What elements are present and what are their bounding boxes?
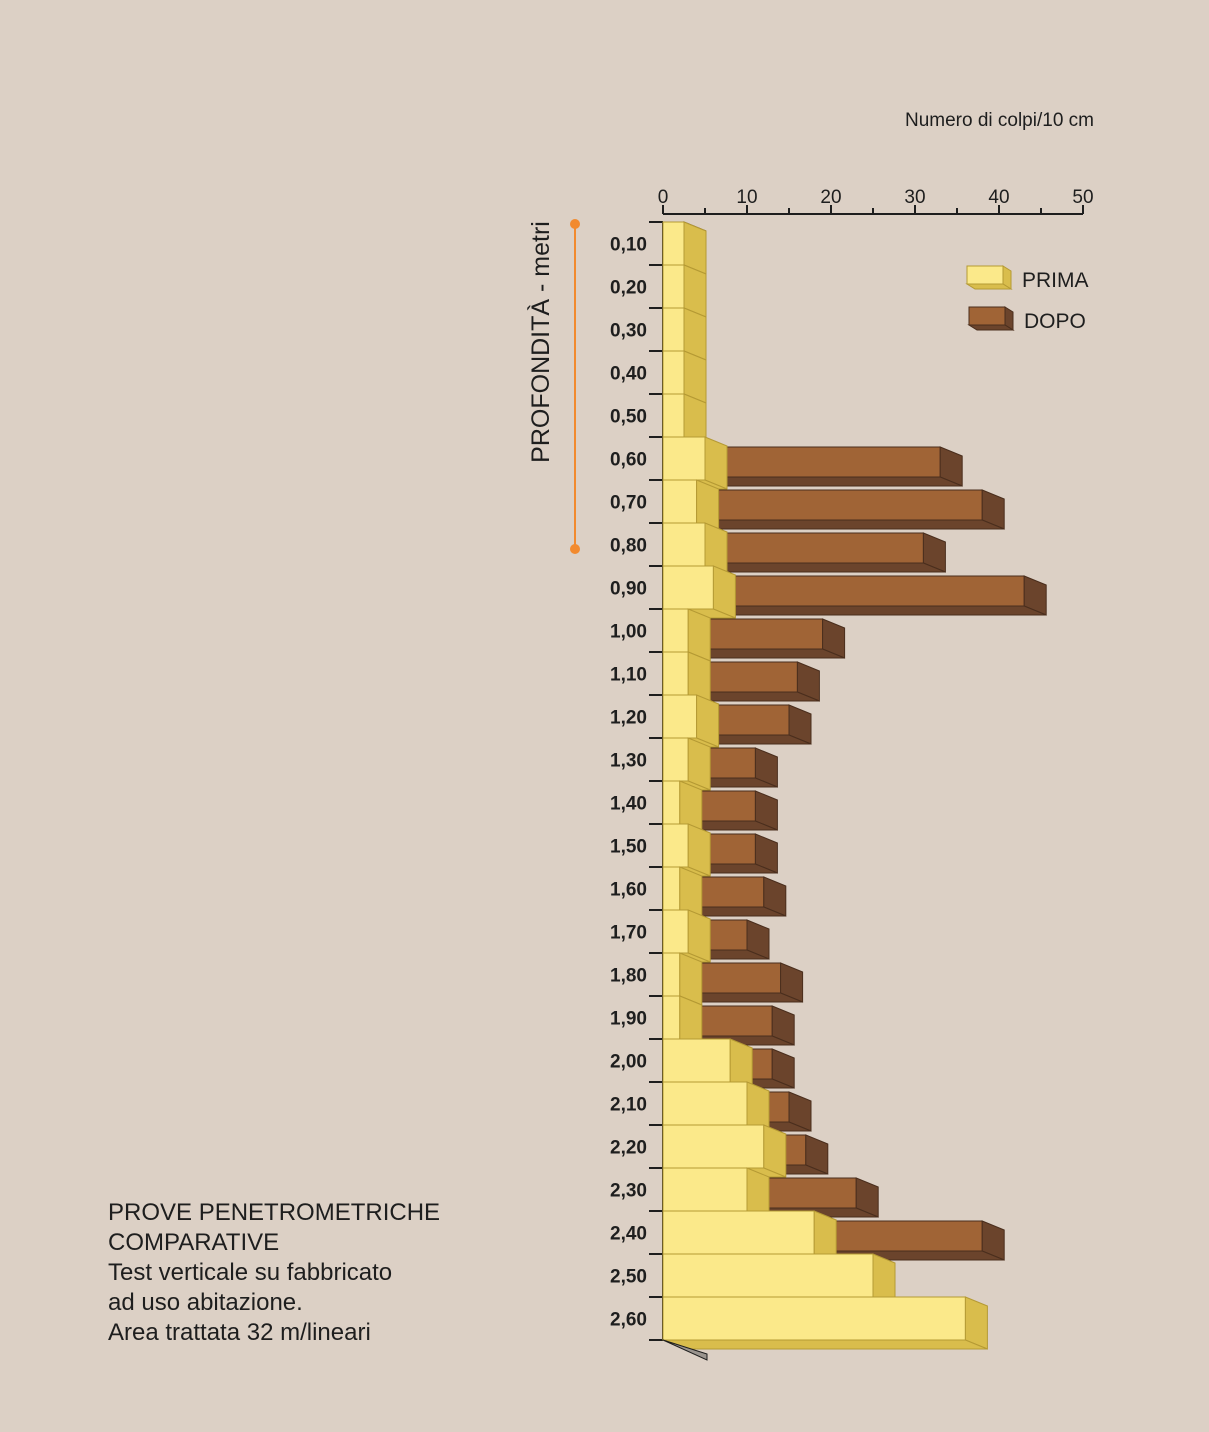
y-axis-label: PROFONDITÀ - metri (526, 221, 555, 463)
caption-text-line-4: ad uso abitazione. (108, 1289, 303, 1316)
prima-bar-14-face (662, 823, 689, 868)
prima-bar-19-face (662, 1038, 731, 1083)
prima-bar-25 (662, 1296, 988, 1350)
prima-bar-3-face (662, 350, 685, 395)
prima-bar-15-face (662, 866, 681, 911)
y-tick-label: 1,80 (610, 966, 647, 987)
y-tick-label: 0,10 (610, 235, 647, 256)
prima-bar-5-face (662, 436, 706, 481)
prima-bar-16-face (662, 909, 689, 954)
prima-bar-11-face (662, 694, 698, 739)
x-tick-label: 20 (820, 187, 841, 208)
dopo-bar-7 (662, 532, 946, 573)
caption-title-line-2: COMPARATIVE (108, 1229, 280, 1256)
y-tick-label: 2,00 (610, 1052, 647, 1073)
y-tick-label: 2,30 (610, 1181, 647, 1202)
y-tick-label: 1,20 (610, 708, 647, 729)
x-axis-label: Numero di colpi/10 cm (905, 110, 1094, 131)
legend-swatch-dopo-bottom (967, 324, 1015, 331)
prima-bar-6-face (662, 479, 698, 524)
y-tick-label: 1,90 (610, 1009, 647, 1030)
y-tick-label: 1,10 (610, 665, 647, 686)
y-tick-label: 2,50 (610, 1267, 647, 1288)
legend-swatch-dopo (967, 306, 1015, 331)
prima-bar-16 (662, 909, 711, 963)
prima-bar-22-face (662, 1167, 748, 1212)
legend-swatch-prima-bottom (965, 283, 1013, 290)
y-tick-label: 2,40 (610, 1224, 647, 1245)
caption-text-line-5: Area trattata 32 m/lineari (108, 1319, 371, 1346)
x-tick-label: 30 (904, 187, 925, 208)
prima-bar-8 (662, 565, 736, 619)
prima-bar-24-face (662, 1253, 874, 1298)
y-tick-label: 2,10 (610, 1095, 647, 1116)
prima-bar-25-face (662, 1296, 966, 1341)
y-tick-label: 1,60 (610, 880, 647, 901)
prima-bar-8-face (662, 565, 714, 610)
legend-label-dopo: DOPO (1024, 310, 1086, 333)
prima-bar-9-face (662, 608, 689, 653)
y-tick-label: 0,70 (610, 493, 647, 514)
depth-marker-dot-bottom (570, 544, 580, 554)
prima-bar-7-face (662, 522, 706, 567)
prima-bar-18-face (662, 995, 681, 1040)
x-tick-label: 50 (1072, 187, 1093, 208)
chart-caption: PROVE PENETROMETRICHE COMPARATIVE Test v… (108, 1198, 440, 1348)
caption-text-line-3: Test verticale su fabbricato (108, 1259, 393, 1286)
y-tick-label: 0,40 (610, 364, 647, 385)
y-tick-label: 1,40 (610, 794, 647, 815)
prima-bar-12-face (662, 737, 689, 782)
prima-bar-4-face (662, 393, 685, 438)
legend: PRIMA DOPO (965, 265, 1089, 333)
prima-bar-10-face (662, 651, 689, 696)
y-tick-label: 1,70 (610, 923, 647, 944)
legend-swatch-prima-face (966, 265, 1004, 285)
axis-base-shadow (662, 1339, 708, 1361)
prima-bar-25-bottom (662, 1339, 988, 1350)
y-tick-label: 1,50 (610, 837, 647, 858)
prima-bar-1-face (662, 264, 685, 309)
x-tick-label: 10 (736, 187, 757, 208)
y-tick-label: 0,90 (610, 579, 647, 600)
y-tick-label: 0,60 (610, 450, 647, 471)
prima-bar-2-face (662, 307, 685, 352)
legend-label-prima: PRIMA (1022, 269, 1089, 292)
y-tick-label: 0,20 (610, 278, 647, 299)
prima-bar-21-face (662, 1124, 765, 1169)
legend-swatch-prima (965, 265, 1013, 290)
y-tick-label: 0,80 (610, 536, 647, 557)
caption-title-line-1: PROVE PENETROMETRICHE (108, 1199, 441, 1226)
prima-bar-23-face (662, 1210, 815, 1255)
x-tick-label: 0 (658, 187, 669, 208)
prima-bar-20-face (662, 1081, 748, 1126)
y-tick-label: 0,30 (610, 321, 647, 342)
y-tick-label: 1,00 (610, 622, 647, 643)
dopo-bar-5 (662, 446, 963, 487)
prima-bar-0-face (662, 221, 685, 266)
y-tick-label: 0,50 (610, 407, 647, 428)
x-tick-label: 40 (988, 187, 1009, 208)
legend-swatch-dopo-face (968, 306, 1006, 326)
y-tick-label: 1,30 (610, 751, 647, 772)
prima-bar-13-face (662, 780, 681, 825)
prima-bar-17-face (662, 952, 681, 997)
depth-marker-dot-top (570, 219, 580, 229)
y-tick-label: 2,60 (610, 1310, 647, 1331)
y-tick-label: 2,20 (610, 1138, 647, 1159)
prima-bar-14 (662, 823, 711, 877)
